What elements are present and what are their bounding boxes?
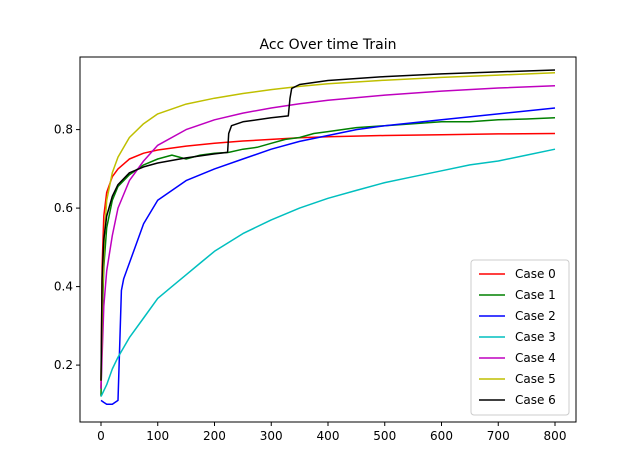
- series-line-case-6: [100, 69, 556, 381]
- x-tick-label: 800: [544, 429, 567, 443]
- x-tick-label: 0: [97, 429, 105, 443]
- x-tick-label: 500: [373, 429, 396, 443]
- series-layer: [100, 69, 556, 406]
- chart-title: Acc Over time Train: [260, 37, 397, 53]
- x-tick-label: 400: [317, 429, 340, 443]
- series-line-case-5: [100, 71, 556, 381]
- legend-label-case-6: Case 6: [515, 393, 556, 407]
- x-tick-label: 700: [487, 429, 510, 443]
- x-tick-label: 600: [430, 429, 453, 443]
- series-line-case-3: [100, 148, 556, 397]
- y-tick-label: 0.8: [54, 123, 73, 137]
- legend-label-case-4: Case 4: [515, 351, 556, 365]
- legend-label-case-2: Case 2: [515, 309, 556, 323]
- x-tick-label: 100: [146, 429, 169, 443]
- legend-label-case-0: Case 0: [515, 267, 556, 281]
- series-line-case-4: [100, 84, 556, 389]
- legend-label-case-1: Case 1: [515, 288, 556, 302]
- series-line-case-2: [100, 107, 556, 406]
- y-axis: 0.2 0.4 0.6 0.8: [54, 123, 80, 372]
- y-tick-label: 0.6: [54, 201, 73, 215]
- legend-box: [470, 259, 570, 416]
- series-line-case-1: [100, 117, 556, 397]
- x-tick-label: 200: [203, 429, 226, 443]
- series-line-case-0: [100, 132, 556, 389]
- legend: Case 0 Case 1 Case 2 Case 3 Case 4 Case 5 Case…: [470, 259, 570, 416]
- legend-label-case-3: Case 3: [515, 330, 556, 344]
- legend-label-case-5: Case 5: [515, 372, 556, 386]
- x-tick-label: 300: [260, 429, 283, 443]
- y-tick-label: 0.4: [54, 280, 73, 294]
- y-tick-label: 0.2: [54, 358, 73, 372]
- x-axis: 0 100 200 300 400 500 600 700 800: [97, 422, 566, 443]
